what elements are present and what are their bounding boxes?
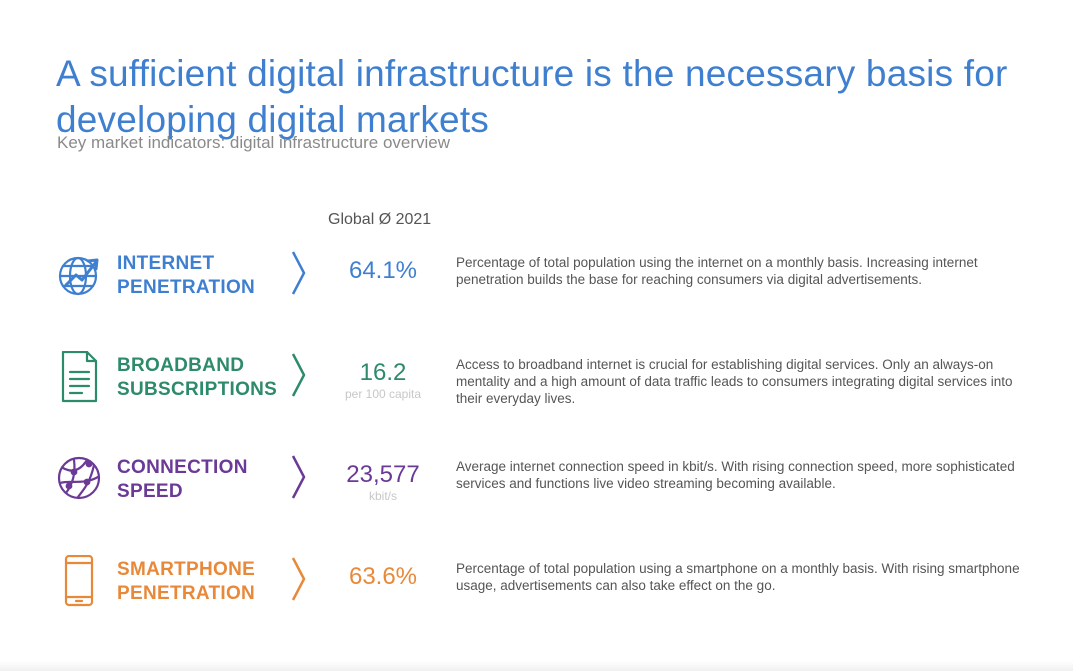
indicator-value: 16.2 (359, 359, 407, 386)
indicator-label: BROADBAND SUBSCRIPTIONS (117, 355, 278, 400)
value-column-header: Global Ø 2021 (328, 211, 432, 228)
indicator-label: INTERNET PENETRATION (117, 253, 256, 298)
page-title: A sufficient digital infrastructure is t… (56, 52, 1008, 140)
indicator-description: Average internet connection speed in kbi… (456, 459, 1015, 491)
page-subtitle: Key market indicators: digital infrastru… (57, 133, 451, 152)
indicator-unit: kbit/s (368, 489, 397, 503)
indicator-value: 23,577 (346, 461, 420, 488)
indicator-row-internet: INTERNET PENETRATION 64.1% Percentage of… (0, 249, 1073, 329)
indicator-label: SMARTPHONE PENETRATION (117, 559, 256, 604)
indicator-unit: per 100 capita (344, 387, 422, 401)
globe-growth-icon (54, 249, 104, 301)
indicator-label: CONNECTION SPEED (117, 457, 248, 502)
chevron-right-icon (288, 555, 308, 603)
indicator-row-connection: CONNECTION SPEED 23,577 kbit/s Average i… (0, 453, 1073, 533)
smartphone-icon (54, 555, 104, 607)
chevron-right-icon (288, 351, 308, 399)
indicator-row-smartphone: SMARTPHONE PENETRATION 63.6% Percentage … (0, 555, 1073, 635)
indicator-value: 63.6% (348, 563, 418, 590)
indicator-description: Percentage of total population using the… (456, 255, 978, 287)
indicator-description: Percentage of total population using a s… (456, 561, 1020, 593)
page-bottom-edge (0, 661, 1073, 671)
network-globe-icon (54, 453, 104, 505)
document-icon (54, 351, 104, 403)
chevron-right-icon (288, 249, 308, 297)
indicator-row-broadband: BROADBAND SUBSCRIPTIONS 16.2 per 100 cap… (0, 351, 1073, 431)
indicator-value: 64.1% (348, 257, 418, 284)
indicator-description: Access to broadband internet is crucial … (456, 357, 1013, 406)
chevron-right-icon (288, 453, 308, 501)
